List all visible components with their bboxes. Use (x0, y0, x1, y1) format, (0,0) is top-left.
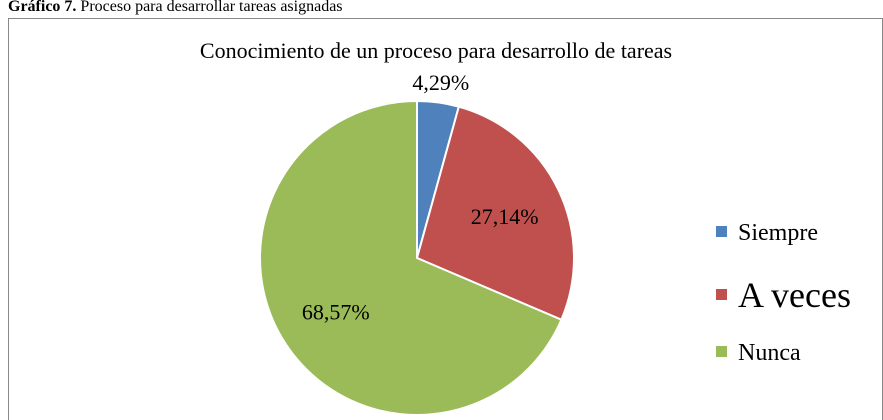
data-label: 27,14% (471, 204, 539, 229)
legend-label: Siempre (738, 220, 818, 246)
data-label: 68,57% (302, 300, 370, 325)
legend-label: A veces (738, 275, 851, 315)
legend-label: Nunca (738, 340, 801, 366)
data-label: 4,29% (412, 70, 469, 95)
caption: Gráfico 7. Proceso para desarrollar tare… (8, 0, 343, 15)
pie-slice (259, 99, 563, 416)
legend-swatch (716, 289, 727, 300)
legend-swatch (716, 346, 727, 357)
caption-text: Proceso para desarrollar tareas asignada… (80, 0, 342, 15)
caption-label: Gráfico 7. (8, 0, 76, 15)
chart-title: Conocimiento de un proceso para desarrol… (200, 38, 672, 63)
legend-swatch (716, 226, 727, 237)
pie-slice (415, 105, 575, 322)
